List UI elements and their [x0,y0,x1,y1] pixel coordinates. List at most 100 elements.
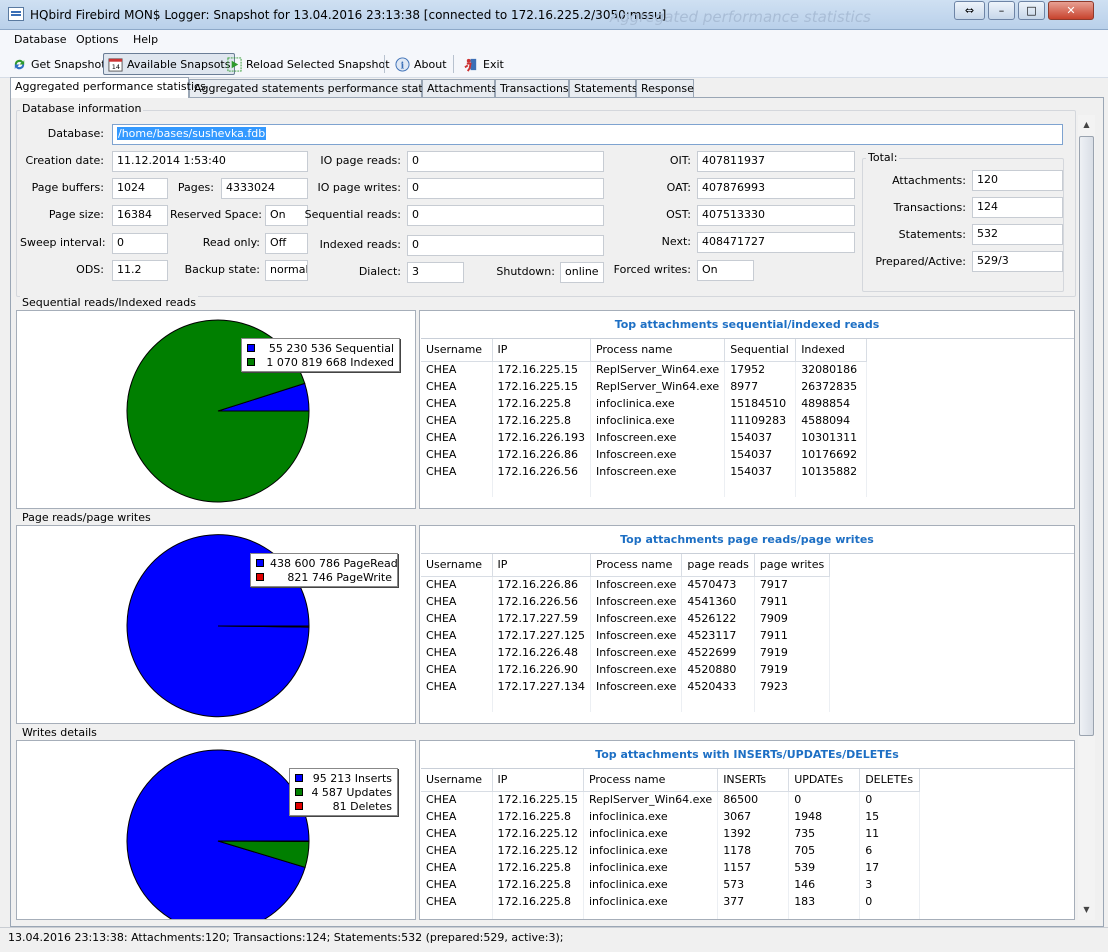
database-path-field[interactable]: /home/bases/sushevka.fdb [112,124,1063,145]
scroll-up-icon[interactable]: ▲ [1083,120,1090,129]
oit-field[interactable]: 407811937 [697,151,855,172]
column-header[interactable]: INSERTs [717,769,790,792]
column-header[interactable]: Process name [590,339,726,362]
data-table-container: Username IP Process name page reads page… [421,553,1074,718]
table-row[interactable]: CHEA 172.16.226.90 Infoscreen.exe 4520880 79… [421,661,831,678]
restore-icon[interactable]: ⇔ [954,1,985,20]
prepared-active-field[interactable]: 529/3 [972,251,1063,272]
tab-aggregated-performance[interactable]: Aggregated performance statistics [10,77,206,98]
table-cell: 146 [788,876,861,893]
table-cell: Infoscreen.exe [590,576,683,593]
column-header[interactable]: Username [421,339,493,362]
menu-database[interactable]: Database [14,33,67,46]
column-header[interactable]: IP [492,769,584,792]
get-snapshot-button[interactable]: Get Snapshot [8,53,110,75]
table-cell [492,480,591,497]
sweep-interval-label: Sweep interval: [20,236,106,249]
column-header[interactable]: IP [492,554,591,577]
page-buffers-field[interactable]: 1024 [112,178,168,199]
available-snapshots-button[interactable]: 14 Available Snapsots [103,53,236,75]
io-page-reads-field[interactable]: 0 [407,151,604,172]
column-header[interactable]: Process name [590,554,683,577]
database-path: /home/bases/sushevka.fdb [117,127,267,140]
dialect-field[interactable]: 3 [407,262,464,283]
oat-field[interactable]: 407876993 [697,178,855,199]
table-row[interactable]: CHEA 172.16.225.15 ReplServer_Win64.exe 865… [421,791,921,808]
vertical-scrollbar[interactable]: ▲ ▼ [1078,115,1095,920]
table-row[interactable]: CHEA 172.16.226.193 Infoscreen.exe 154037 10… [421,429,868,446]
minimize-icon[interactable]: – [988,1,1015,20]
column-header[interactable]: Username [421,554,493,577]
table-row[interactable]: CHEA 172.16.225.8 infoclinica.exe 377 183 0 [421,893,921,910]
table-row[interactable]: CHEA 172.16.225.8 infoclinica.exe 3067 1948 1… [421,808,921,825]
reserved-space-field[interactable]: On [265,205,308,226]
statements-field[interactable]: 532 [972,224,1063,245]
attachments-field[interactable]: 120 [972,170,1063,191]
table-row[interactable]: CHEA 172.16.225.8 infoclinica.exe 1157 539 17 [421,859,921,876]
menu-help[interactable]: Help [133,33,159,46]
tab-statements[interactable]: Statements [569,79,638,98]
ost-field[interactable]: 407513330 [697,205,855,226]
creation-date-field[interactable]: 11.12.2014 1:53:40 [112,151,308,172]
sequential-reads-field[interactable]: 0 [407,205,604,226]
close-icon[interactable]: ✕ [1048,1,1094,20]
pages-field[interactable]: 4333024 [221,178,308,199]
page-size-field[interactable]: 16384 [112,205,168,226]
tab-response[interactable]: Response [636,79,694,98]
table-row[interactable]: CHEA 172.16.225.8 infoclinica.exe 11109283 4… [421,412,868,429]
table-row[interactable]: CHEA 172.16.225.15 ReplServer_Win64.exe 179… [421,361,868,378]
indexed-reads-field[interactable]: 0 [407,235,604,256]
io-page-writes-field[interactable]: 0 [407,178,604,199]
table-row[interactable]: CHEA 172.16.226.86 Infoscreen.exe 4570473 79… [421,576,831,593]
table-row[interactable]: CHEA 172.17.227.59 Infoscreen.exe 4526122 79… [421,610,831,627]
column-header[interactable]: Username [421,769,493,792]
menu-options[interactable]: Options [76,33,119,46]
table-cell: 4570473 [681,576,755,593]
tab-transactions[interactable]: Transactions [495,79,569,98]
tab-attachments[interactable]: Attachments [422,79,497,98]
next-field[interactable]: 408471727 [697,232,855,253]
transactions-field[interactable]: 124 [972,197,1063,218]
table-row[interactable]: CHEA 172.16.226.86 Infoscreen.exe 154037 101… [421,446,868,463]
column-header[interactable]: page reads [681,554,755,577]
table-cell [421,480,493,497]
reload-snapshot-button[interactable]: Reload Selected Snapshot [223,53,394,75]
table-row[interactable]: CHEA 172.16.225.12 infoclinica.exe 1392 735 1… [421,825,921,842]
table-cell: 735 [788,825,861,842]
table-cell [492,910,584,919]
table-row[interactable]: CHEA 172.17.227.125 Infoscreen.exe 4523117 7… [421,627,831,644]
table-cell: 3 [859,876,921,893]
table-row[interactable]: CHEA 172.17.227.134 Infoscreen.exe 4520433 7… [421,678,831,695]
scrollbar-thumb[interactable] [1079,136,1094,736]
table-row[interactable]: CHEA 172.16.225.12 infoclinica.exe 1178 705 6 [421,842,921,859]
table-row[interactable]: CHEA 172.16.225.8 infoclinica.exe 15184510 4… [421,395,868,412]
legend-label: 821 746 PageWrite [287,570,392,584]
sweep-interval-field[interactable]: 0 [112,233,168,254]
table-row[interactable]: CHEA 172.16.225.8 infoclinica.exe 573 146 3 [421,876,921,893]
column-header[interactable]: DELETEs [859,769,921,792]
column-header[interactable]: Indexed [795,339,868,362]
tab-aggregated-statements[interactable]: Aggregated statements performance statis… [189,79,451,98]
column-header[interactable]: Sequential [724,339,797,362]
column-header[interactable]: UPDATEs [788,769,861,792]
table-row[interactable]: CHEA 172.16.226.48 Infoscreen.exe 4522699 79… [421,644,831,661]
scroll-down-icon[interactable]: ▼ [1083,905,1090,914]
maximize-icon[interactable]: □ [1018,1,1045,20]
table-cell: CHEA [421,791,493,808]
shutdown-field[interactable]: online [560,262,604,283]
read-only-field[interactable]: Off [265,233,308,254]
table-cell: 4541360 [681,593,755,610]
transactions-label: Transactions: [893,201,966,214]
forced-writes-field[interactable]: On [697,260,754,281]
column-header[interactable]: page writes [754,554,831,577]
column-header[interactable]: IP [492,339,591,362]
table-row[interactable]: CHEA 172.16.226.56 Infoscreen.exe 154037 101… [421,463,868,480]
table-row[interactable]: CHEA 172.16.226.56 Infoscreen.exe 4541360 79… [421,593,831,610]
about-button[interactable]: i About [391,53,451,75]
table-row[interactable]: CHEA 172.16.225.15 ReplServer_Win64.exe 897… [421,378,868,395]
ods-field[interactable]: 11.2 [112,260,168,281]
backup-state-field[interactable]: normal [265,260,308,281]
exit-button[interactable]: Exit [460,53,508,75]
table-cell: ReplServer_Win64.exe [590,378,726,395]
column-header[interactable]: Process name [583,769,719,792]
